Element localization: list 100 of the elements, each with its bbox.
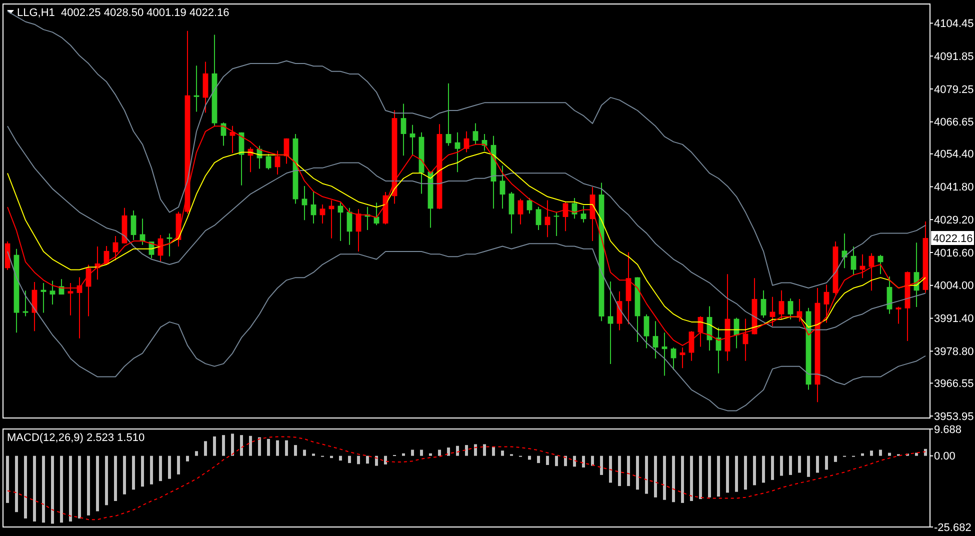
candlestick xyxy=(68,282,74,316)
bar xyxy=(780,456,783,476)
candlestick xyxy=(644,314,650,349)
bar xyxy=(456,446,459,456)
bar xyxy=(141,456,144,487)
y-tick-label: -25.682 xyxy=(934,522,972,534)
bar xyxy=(438,450,441,456)
bar xyxy=(186,456,189,462)
bar xyxy=(708,456,711,498)
y-tick-label: 4079.25 xyxy=(934,84,974,96)
y-tick-label: 3966.55 xyxy=(934,378,974,390)
bar xyxy=(888,452,891,456)
bar xyxy=(276,440,279,456)
y-tick-label: 4091.85 xyxy=(934,50,974,63)
bar xyxy=(825,456,828,470)
bar xyxy=(717,456,720,497)
candlestick xyxy=(824,284,830,324)
bar xyxy=(816,456,819,473)
candlestick xyxy=(536,206,542,231)
candlestick xyxy=(130,210,136,240)
bar xyxy=(447,448,450,456)
candlestick xyxy=(788,298,794,320)
bar xyxy=(735,456,738,492)
bar xyxy=(366,456,369,464)
bar xyxy=(105,456,108,506)
candlestick xyxy=(778,290,784,320)
candlestick xyxy=(454,132,460,173)
candlestick xyxy=(266,153,272,170)
candlestick xyxy=(896,306,902,324)
bar xyxy=(501,450,504,456)
bar xyxy=(303,450,306,456)
candlestick xyxy=(670,347,676,370)
bar xyxy=(591,456,594,466)
bar xyxy=(249,436,252,456)
bar xyxy=(465,445,468,456)
bar xyxy=(42,456,45,523)
chart-title: LLG,H1 4002.25 4028.50 4001.19 4022.16 xyxy=(17,7,230,19)
bar xyxy=(636,456,639,490)
bar xyxy=(546,456,549,465)
bar xyxy=(429,453,432,456)
bar xyxy=(744,456,747,490)
candlestick xyxy=(320,204,326,224)
candlestick xyxy=(410,124,416,156)
bar xyxy=(690,456,693,502)
bar xyxy=(618,456,621,486)
bar xyxy=(357,456,360,464)
candlestick xyxy=(400,103,406,156)
bar xyxy=(195,451,198,456)
bar xyxy=(474,444,477,456)
y-tick-label: 4041.80 xyxy=(934,182,974,194)
bar xyxy=(285,440,288,456)
bar xyxy=(663,456,666,500)
y-tick-label: 3991.40 xyxy=(934,313,974,326)
candlestick xyxy=(22,290,28,317)
bar xyxy=(798,456,801,473)
bar xyxy=(924,448,927,456)
candlestick xyxy=(652,320,658,359)
y-tick-label: 3978.80 xyxy=(934,346,974,358)
candlestick xyxy=(760,290,766,318)
bar xyxy=(213,436,216,456)
bar xyxy=(627,456,630,486)
y-tick-label: 4029.20 xyxy=(934,214,974,226)
bar xyxy=(420,450,423,456)
bar xyxy=(483,444,486,456)
bar xyxy=(411,450,414,456)
bar xyxy=(573,456,576,467)
bar xyxy=(555,456,558,466)
bar xyxy=(294,445,297,456)
bar xyxy=(654,456,657,498)
bar xyxy=(753,456,756,486)
bar xyxy=(681,456,684,503)
bar xyxy=(348,456,351,464)
candlestick xyxy=(850,246,856,276)
bar xyxy=(267,438,270,456)
candlestick xyxy=(472,122,478,146)
y-tick-label: 9.688 xyxy=(934,424,962,436)
candlestick xyxy=(302,185,308,221)
bar xyxy=(762,456,765,483)
candlestick xyxy=(50,280,56,305)
chart-title: MACD(12,26,9) 2.523 1.510 xyxy=(7,432,145,444)
bar xyxy=(492,446,495,456)
candlestick xyxy=(518,198,524,225)
bar xyxy=(69,456,72,522)
bar xyxy=(168,456,171,479)
candlestick xyxy=(274,150,280,175)
bar xyxy=(384,456,387,464)
bar xyxy=(87,456,90,516)
y-tick-label: 3953.95 xyxy=(934,410,974,423)
bar xyxy=(78,456,81,518)
candlestick xyxy=(544,200,550,238)
bar xyxy=(51,456,54,524)
bar xyxy=(861,453,864,456)
bar xyxy=(258,437,261,456)
bar xyxy=(132,456,135,490)
bar xyxy=(726,456,729,493)
candlestick xyxy=(580,205,586,223)
candlestick xyxy=(310,190,316,224)
bar xyxy=(870,450,873,456)
bar xyxy=(114,456,117,502)
bar xyxy=(159,456,162,482)
